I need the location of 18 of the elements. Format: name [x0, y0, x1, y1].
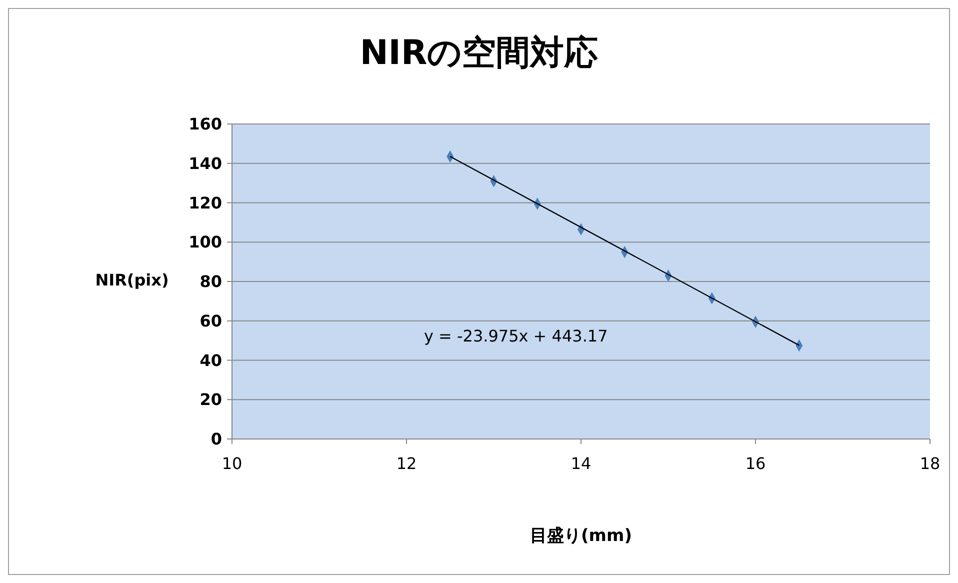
y-tick-label: 40: [200, 350, 222, 370]
x-tick-label: 14: [570, 454, 592, 473]
y-tick-label: 140: [188, 154, 222, 173]
x-axis-title: 目盛り(mm): [530, 526, 632, 546]
x-tick-label: 12: [396, 454, 417, 473]
x-tick-label: 10: [222, 454, 242, 473]
y-tick-label: 120: [188, 193, 222, 212]
y-tick-label: 0: [210, 430, 222, 449]
y-tick-label: 160: [188, 114, 222, 134]
chart-title: NIRの空間対応: [360, 33, 598, 73]
y-tick-label: 60: [200, 311, 222, 330]
y-tick-label: 20: [200, 390, 222, 410]
x-tick-label: 18: [920, 454, 940, 473]
y-tick-label: 100: [188, 232, 222, 252]
x-tick-label: 16: [745, 454, 766, 473]
y-tick-label: 80: [200, 272, 222, 292]
annotation: y = -23.975x + 443.17: [424, 326, 608, 346]
y-axis-title: NIR(pix): [95, 270, 169, 290]
